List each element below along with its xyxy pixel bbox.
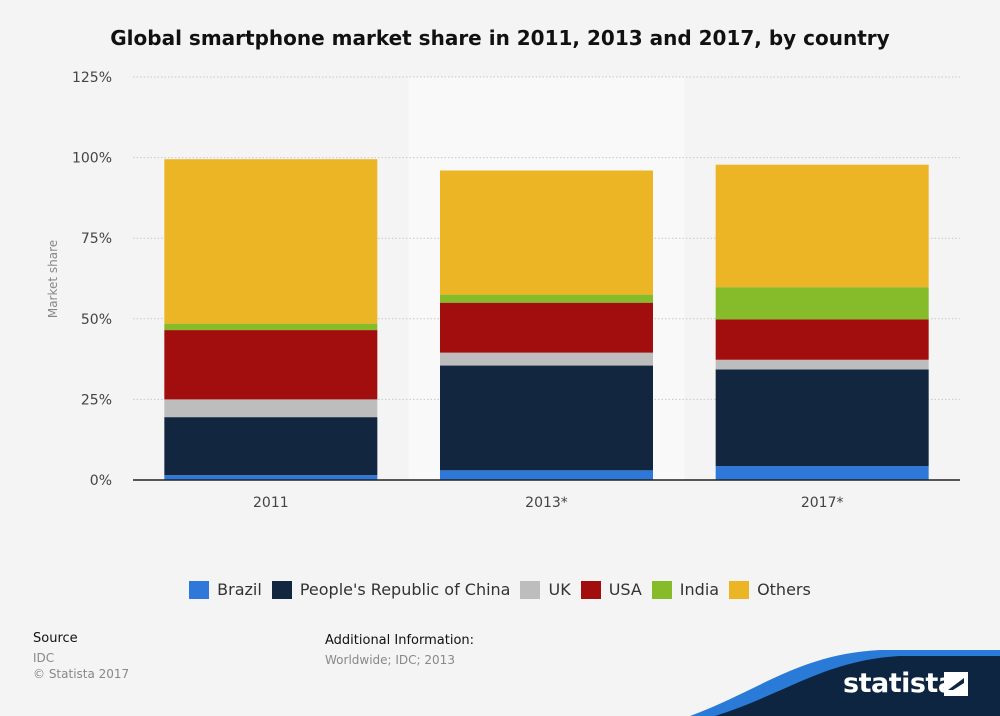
x-tick-label: 2011 [253,495,289,511]
source-block: Source IDC © Statista 2017 [33,631,129,682]
bar-segment[interactable] [715,466,929,480]
legend-label: USA [608,580,642,599]
y-tick-label: 50% [81,312,112,328]
bar-segment[interactable] [440,302,653,353]
source-label[interactable]: Source [33,631,78,646]
bar-segment[interactable] [715,287,929,320]
y-axis-label: Market share [46,240,60,318]
bar-segment[interactable] [440,294,653,303]
bar-segment[interactable] [440,170,653,295]
bar-segment[interactable] [164,323,378,331]
legend-label: India [679,580,720,599]
bar-segment[interactable] [440,470,653,480]
chart-title: Global smartphone market share in 2011, … [110,26,890,50]
additional-info-block: Additional Information: Worldwide; IDC; … [325,633,474,667]
legend-item[interactable]: Others [729,580,811,599]
legend-item[interactable]: USA [580,580,642,599]
additional-info-label: Additional Information: [325,633,475,648]
legend-label: UK [548,580,571,599]
bar-segment[interactable] [164,475,378,480]
legend-label: Brazil [217,580,262,599]
chart-legend: Brazil People's Republic of China UK USA Ind… [0,580,1000,599]
y-tick-label: 0% [90,473,112,489]
y-tick-label: 25% [81,392,112,408]
bar-segment[interactable] [164,330,378,400]
bar-segment[interactable] [715,369,929,467]
source-value: IDC [33,651,55,665]
legend-label: Others [757,580,811,599]
y-tick-label: 125% [72,70,112,86]
bar-segment[interactable] [164,417,378,476]
copyright-text: © Statista 2017 [33,667,130,681]
additional-info-value: Worldwide; IDC; 2013 [325,653,455,667]
legend-swatch [189,580,210,599]
legend-item[interactable]: UK [520,580,571,599]
legend-item[interactable]: India [651,580,720,599]
legend-swatch [651,580,672,599]
legend-item[interactable]: People's Republic of China [271,580,511,599]
x-tick-label: 2017* [801,495,844,511]
legend-item[interactable]: Brazil [189,580,262,599]
bar-segment[interactable] [164,159,378,324]
bar-segment[interactable] [440,365,653,471]
bar-segment[interactable] [164,399,378,418]
bar-segment[interactable] [440,352,653,366]
bar-segment[interactable] [715,319,929,360]
x-tick-label: 2013* [525,495,568,511]
y-tick-label: 75% [81,231,112,247]
bar-segment[interactable] [715,359,929,370]
legend-label: People's Republic of China [299,580,511,599]
legend-swatch [580,580,601,599]
legend-swatch [271,580,292,599]
bar-segment[interactable] [715,164,929,288]
legend-swatch [520,580,541,599]
legend-swatch [729,580,750,599]
y-tick-label: 100% [72,151,112,167]
